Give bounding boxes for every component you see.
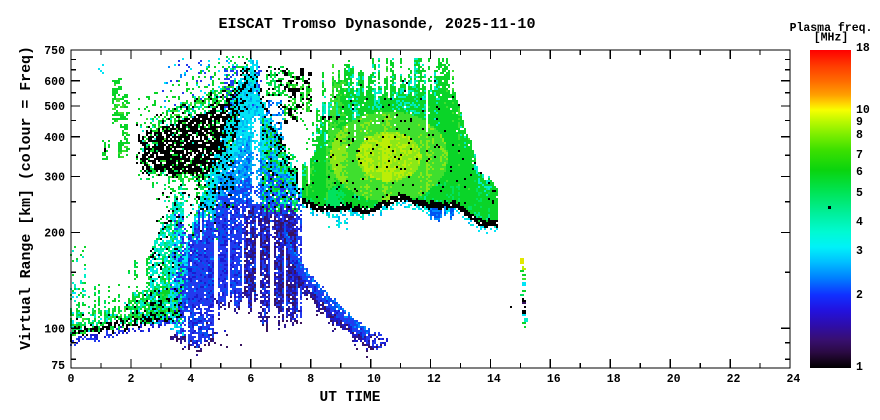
svg-text:16: 16 [547, 373, 561, 386]
svg-text:0: 0 [68, 373, 75, 386]
svg-text:Virtual Range [km] (colour = F: Virtual Range [km] (colour = Freq) [19, 46, 35, 350]
svg-text:10: 10 [367, 373, 381, 386]
svg-text:1: 1 [856, 361, 863, 374]
svg-text:10: 10 [856, 104, 870, 117]
svg-text:2: 2 [856, 289, 863, 302]
svg-text:12: 12 [427, 373, 441, 386]
svg-text:7: 7 [856, 149, 863, 162]
svg-text:UT TIME: UT TIME [320, 390, 381, 406]
svg-text:600: 600 [44, 76, 65, 89]
svg-text:8: 8 [856, 129, 863, 142]
svg-text:18: 18 [856, 42, 870, 55]
svg-text:4: 4 [187, 373, 194, 386]
svg-text:6: 6 [856, 166, 863, 179]
svg-text:200: 200 [44, 228, 65, 241]
svg-text:750: 750 [44, 45, 65, 58]
svg-text:3: 3 [856, 245, 863, 258]
svg-text:4: 4 [856, 216, 863, 229]
svg-text:14: 14 [487, 373, 501, 386]
svg-text:500: 500 [44, 101, 65, 114]
svg-text:18: 18 [607, 373, 621, 386]
svg-text:24: 24 [787, 373, 801, 386]
svg-text:22: 22 [727, 373, 741, 386]
svg-text:8: 8 [307, 373, 314, 386]
svg-text:9: 9 [856, 116, 863, 129]
svg-text:[MHz]: [MHz] [814, 32, 849, 45]
svg-text:75: 75 [51, 360, 65, 373]
svg-text:2: 2 [127, 373, 134, 386]
svg-text:6: 6 [247, 373, 254, 386]
svg-text:300: 300 [44, 172, 65, 185]
svg-text:400: 400 [44, 132, 65, 145]
svg-text:Plasma freq.: Plasma freq. [790, 22, 873, 35]
svg-text:5: 5 [856, 187, 863, 200]
svg-text:20: 20 [667, 373, 681, 386]
svg-text:100: 100 [44, 323, 65, 336]
svg-text:EISCAT Tromso Dynasonde, 2025-: EISCAT Tromso Dynasonde, 2025-11-10 [218, 15, 535, 33]
